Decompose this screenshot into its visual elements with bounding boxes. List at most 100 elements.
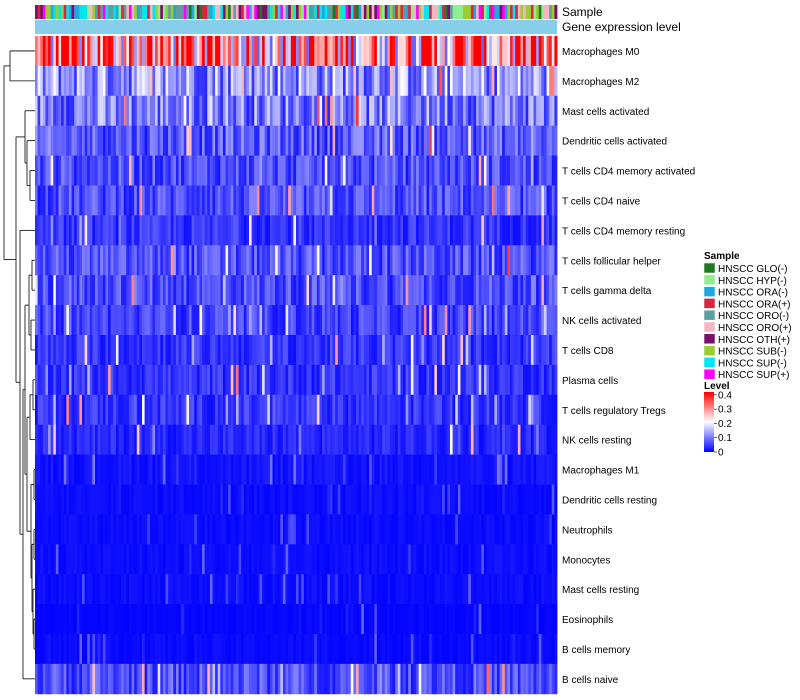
sample-annotation-cell (324, 5, 328, 19)
sample-annotation-cell (301, 5, 305, 19)
heatmap-cell (290, 335, 294, 366)
heatmap-cell (533, 454, 537, 485)
heatmap-cell (465, 125, 469, 156)
heatmap-cell (405, 215, 409, 246)
heatmap-cell (329, 125, 333, 156)
heatmap-cell (79, 484, 83, 515)
heatmap-cell (209, 394, 213, 426)
heatmap-cell (410, 335, 414, 366)
heatmap-cell (113, 364, 117, 396)
heatmap-cell (327, 155, 331, 186)
heatmap-cell (296, 514, 300, 545)
heatmap-cell (345, 185, 349, 216)
heatmap-cell (196, 484, 200, 515)
heatmap-cell (551, 484, 555, 515)
heatmap-cell (204, 65, 208, 97)
heatmap-cell (418, 215, 422, 246)
heatmap-cell (358, 275, 362, 306)
heatmap-cell (100, 663, 104, 695)
heatmap-cell (282, 275, 286, 306)
heatmap-cell (389, 394, 393, 426)
sample-annotation-cell (160, 5, 164, 19)
heatmap-cell (212, 185, 216, 216)
heatmap-cell (40, 663, 44, 695)
heatmap-cell (155, 155, 159, 186)
heatmap-cell (376, 245, 380, 276)
heatmap-cell (254, 634, 258, 665)
heatmap-cell (382, 95, 386, 127)
heatmap-cell (335, 275, 339, 306)
heatmap-cell (517, 335, 521, 366)
heatmap-cell (144, 305, 148, 336)
sample-annotation-cell (358, 5, 362, 19)
heatmap-cell (332, 424, 336, 455)
heatmap-cell (233, 394, 237, 426)
heatmap-cell (212, 36, 216, 67)
heatmap-cell (541, 364, 545, 396)
heatmap-cell (546, 574, 550, 605)
heatmap-cell (246, 454, 250, 485)
heatmap-cell (40, 454, 44, 485)
heatmap-cell (421, 275, 425, 306)
heatmap-cell (530, 335, 534, 366)
heatmap-cell (110, 185, 114, 216)
heatmap-cell (306, 305, 310, 336)
heatmap-cell (382, 574, 386, 605)
heatmap-cell (426, 484, 430, 515)
heatmap-cell (309, 245, 313, 276)
heatmap-cell (131, 335, 135, 366)
heatmap-cell (246, 305, 250, 336)
heatmap-cell (395, 245, 399, 276)
heatmap-cell (74, 454, 78, 485)
heatmap-cell (68, 484, 72, 515)
heatmap-cell (212, 574, 216, 605)
heatmap-cell (97, 245, 101, 276)
heatmap-cell (215, 634, 219, 665)
heatmap-cell (165, 663, 169, 695)
heatmap-cell (384, 65, 388, 97)
heatmap-cell (251, 663, 255, 695)
heatmap-cell (191, 394, 195, 426)
heatmap-cell (491, 305, 495, 336)
heatmap-cell (108, 544, 112, 575)
heatmap-cell (455, 305, 459, 336)
heatmap-cell (230, 95, 234, 127)
heatmap-cell (173, 364, 177, 396)
heatmap-cell (168, 454, 172, 485)
heatmap-cell (155, 245, 159, 276)
heatmap-cell (238, 275, 242, 306)
heatmap-cell (275, 484, 279, 515)
sample-annotation-cell (126, 5, 130, 19)
heatmap-cell (436, 125, 440, 156)
heatmap-cell (421, 454, 425, 485)
legend-sample-label: HNSCC ORA(-) (718, 288, 788, 299)
heatmap-cell (468, 245, 472, 276)
heatmap-cell (523, 305, 527, 336)
heatmap-cell (254, 95, 258, 127)
heatmap-cell (68, 335, 72, 366)
heatmap-cell (554, 544, 558, 575)
heatmap-cell (235, 574, 239, 605)
heatmap-cell (95, 215, 99, 246)
heatmap-cell (126, 125, 130, 156)
heatmap-cell (546, 663, 550, 695)
heatmap-cell (256, 574, 260, 605)
heatmap-cell (89, 394, 93, 426)
heatmap-cell (81, 663, 85, 695)
heatmap-cell (173, 215, 177, 246)
heatmap-cell (486, 604, 490, 635)
heatmap-cell (348, 454, 352, 485)
heatmap-cell (376, 663, 380, 695)
heatmap-cell (160, 364, 164, 396)
heatmap-cell (230, 604, 234, 635)
sample-annotation-cell (147, 5, 151, 19)
heatmap-cell (431, 663, 435, 695)
heatmap-cell (212, 484, 216, 515)
heatmap-cell (322, 36, 326, 67)
heatmap-cell (81, 454, 85, 485)
heatmap-cell (496, 335, 500, 366)
heatmap-cell (319, 335, 323, 366)
heatmap-cell (345, 454, 349, 485)
heatmap-cell (40, 424, 44, 455)
heatmap-cell (533, 155, 537, 186)
